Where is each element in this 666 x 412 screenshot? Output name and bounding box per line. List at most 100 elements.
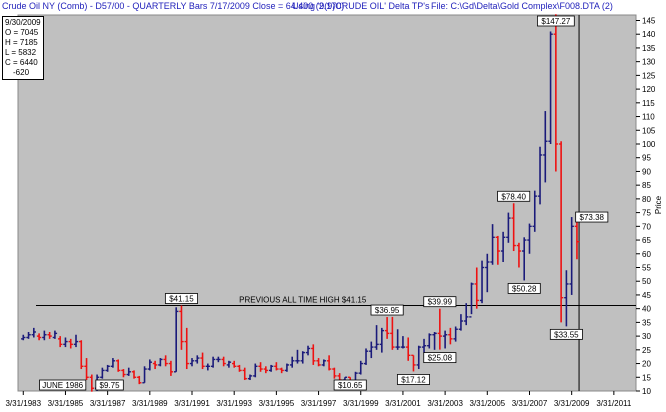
x-axis: 3/31/1983 3/31/1985 3/31/1987 3/31/1989 3/31… (5, 391, 632, 408)
ohlc-bar (184, 327, 189, 370)
annotation-text: $36.95 (375, 306, 400, 315)
annotation-box (575, 211, 609, 223)
ohlc-bar (247, 374, 253, 381)
ohlc-bar (384, 317, 390, 339)
ohlc-bar (358, 360, 363, 375)
x-tick-label: 3/31/1991 (174, 399, 210, 408)
x-tick-label: 3/31/1983 (5, 399, 41, 408)
ohlc-bar (543, 111, 548, 183)
annotation-text: $50.28 (512, 284, 537, 293)
annotation-text: $73.38 (580, 213, 605, 222)
x-tick-label: 3/31/2007 (512, 399, 548, 408)
y-tick-label: 20 (642, 360, 651, 369)
ohlc-bar (574, 218, 580, 260)
ohlc-bar (300, 351, 305, 364)
ohlc-bar (369, 341, 374, 359)
annotations-layer: $147.27 $78.40 $73.38 $50.28 $41.15 $36.95 $39… (39, 15, 609, 391)
ohlc-bar (121, 369, 126, 378)
y-tick-label: 80 (642, 195, 651, 204)
ohlc-bar (79, 340, 84, 370)
ohlc-bar (474, 267, 479, 309)
annotation-text: $41.15 (169, 295, 194, 304)
reference-line-label: PREVIOUS ALL TIME HIGH $41.15 (239, 296, 367, 305)
y-tick-label: 115 (642, 99, 655, 108)
y-tick-label: 50 (642, 277, 651, 286)
ohlc-bar (200, 352, 205, 370)
ohlc-bar (458, 314, 464, 331)
x-tick-label: 3/31/2011 (596, 399, 632, 408)
annotation-text: $39.99 (428, 298, 453, 307)
ohlc-bar (522, 237, 527, 281)
ohlc-bar (516, 242, 522, 268)
ohlc-bar (279, 367, 284, 374)
ohlc-open: O = 7045 (5, 28, 39, 37)
ohlc-bar (268, 364, 274, 372)
x-tick-label: 3/31/1987 (90, 399, 126, 408)
ohlc-bar (168, 360, 174, 376)
y-tick-label: 25 (642, 346, 651, 355)
ohlc-bar (100, 367, 105, 379)
y-tick-label: 140 (642, 30, 656, 39)
annotation-label: $39.99 (423, 296, 457, 308)
y-tick-label: 75 (642, 209, 651, 218)
ohlc-bar (137, 375, 142, 385)
ohlc-bar (253, 363, 258, 378)
ohlc-bar (36, 333, 42, 341)
annotation-text: $78.40 (501, 192, 526, 201)
ohlc-change: -620 (13, 68, 30, 77)
x-tick-label: 3/31/1997 (301, 399, 337, 408)
x-tick-label: 3/31/1995 (259, 399, 295, 408)
ohlc-bar (289, 356, 295, 368)
ohlc-bar (195, 355, 200, 364)
annotation-box (39, 379, 87, 391)
annotation-box (549, 328, 583, 340)
ohlc-date: 9/30/2009 (5, 18, 41, 27)
ohlc-bar (63, 337, 68, 348)
annotation-box (497, 190, 531, 202)
ohlc-bar (73, 334, 79, 348)
y-tick-label: 60 (642, 250, 651, 259)
y-tick-label: 120 (642, 85, 656, 94)
ohlc-bar (479, 260, 485, 304)
annotation-box (507, 283, 541, 294)
ohlc-bar (221, 356, 226, 367)
ohlc-bar (210, 356, 216, 368)
annotation-box (333, 379, 367, 391)
ohlc-bar (274, 362, 279, 371)
ohlc-bar (205, 363, 211, 371)
y-tick-label: 110 (642, 113, 655, 122)
ohlc-bar (432, 331, 437, 350)
ohlc-bar (284, 363, 290, 372)
ohlc-bar (57, 336, 63, 348)
reference-line-group: PREVIOUS ALL TIME HIGH $41.15 (36, 15, 636, 391)
x-tick-label: 3/31/1999 (343, 399, 379, 408)
plot-area (17, 14, 637, 392)
annotation-label: $147.27 (536, 15, 575, 27)
ohlc-bar (416, 345, 421, 370)
ohlc-bar (305, 345, 311, 356)
ohlc-bar (448, 327, 453, 345)
ohlc-bar (216, 356, 221, 363)
ohlc-bar (485, 253, 490, 293)
annotation-box (536, 15, 575, 27)
ohlc-bar (115, 359, 121, 372)
ohlc-bar (147, 359, 153, 371)
y-axis: 10 15 20 25 30 35 40 45 50 55 60 65 70 75 80 85 90 95 100 1… (636, 16, 656, 396)
annotation-text: $25.08 (428, 354, 453, 363)
ohlc-bar (569, 217, 574, 295)
ohlc-bar (47, 331, 52, 339)
ohlc-high: H = 7185 (5, 38, 38, 47)
y-tick-label: 130 (642, 58, 656, 67)
annotation-box (164, 293, 198, 304)
ohlc-bar (442, 330, 448, 349)
ohlc-bar (326, 355, 332, 371)
ohlc-bar (242, 367, 247, 381)
ohlc-bar (395, 329, 400, 350)
ohlc-bar (105, 364, 110, 372)
ohlc-bar (406, 337, 411, 361)
annotation-text: $33.55 (554, 330, 579, 339)
x-tick-label: 3/31/2005 (470, 399, 506, 408)
ohlc-bar (110, 358, 116, 368)
ohlc-bar (511, 203, 516, 252)
